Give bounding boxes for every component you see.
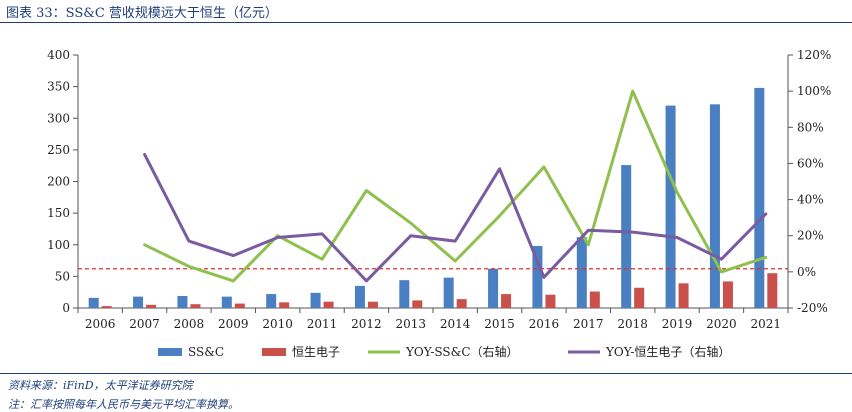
hundsun-revenue-bar	[190, 304, 201, 308]
left-tick-label: 350	[47, 80, 70, 94]
hundsun-revenue-bar	[279, 302, 290, 308]
x-tick-label: 2009	[218, 317, 249, 331]
ssc-revenue-bar	[177, 295, 188, 308]
right-tick-label: 80%	[797, 120, 824, 134]
hundsun-revenue-bar	[767, 273, 778, 308]
right-tick-label: 60%	[797, 156, 824, 170]
source-note: 资料来源：iFinD，太平洋证券研究院	[8, 379, 193, 392]
right-tick-label: 0%	[797, 265, 816, 279]
hundsun-revenue-bar	[722, 281, 733, 308]
ssc-revenue-bar	[133, 296, 144, 308]
x-tick-label: 2013	[396, 317, 427, 331]
x-tick-label: 2007	[129, 317, 160, 331]
right-tick-label: -20%	[797, 301, 828, 315]
left-tick-label: 0	[62, 301, 70, 315]
x-tick-label: 2012	[351, 317, 382, 331]
ssc-revenue-bar	[443, 277, 454, 308]
yoy-ssc-line	[143, 89, 768, 283]
left-tick-label: 200	[47, 175, 70, 189]
hundsun-revenue-bar	[589, 291, 600, 308]
legend-yoy-hundsun-label: YOY-恒生电子（右轴）	[605, 344, 730, 359]
ssc-revenue-bar	[266, 294, 277, 308]
hundsun-revenue-bar	[501, 294, 512, 308]
x-tick-label: 2014	[440, 317, 471, 331]
exchange-rate-note: 注：汇率按照每年人民币与美元平均汇率换算。	[8, 398, 239, 411]
left-tick-label: 100	[47, 238, 70, 252]
hundsun-revenue-bar	[634, 287, 645, 308]
left-tick-label: 300	[47, 111, 70, 125]
hundsun-revenue-bar	[412, 300, 423, 308]
hundsun-revenue-bar	[323, 301, 334, 308]
revenue-chart: 0 50 100 150 200 250 300 350 400 -20% 0% 20% 40% 60% 8…	[47, 48, 831, 359]
right-tick-label: 100%	[797, 84, 831, 98]
ssc-revenue-bar	[310, 292, 321, 308]
x-tick-label: 2016	[529, 317, 560, 331]
ssc-revenue-bar	[354, 285, 365, 308]
hundsun-revenue-bar	[146, 304, 157, 308]
ssc-revenue-bar	[576, 237, 587, 308]
x-tick-label: 2015	[484, 317, 515, 331]
hundsun-revenue-bar	[456, 299, 467, 308]
yoy-hundsun-line	[143, 152, 768, 283]
footer-divider	[0, 373, 852, 374]
ssc-revenue-bar	[221, 296, 232, 308]
right-tick-label: 40%	[797, 193, 824, 207]
left-tick-label: 50	[55, 269, 70, 283]
left-tick-label: 250	[47, 143, 70, 157]
ssc-revenue-bar	[399, 280, 410, 308]
x-tick-label: 2020	[706, 317, 737, 331]
legend-hundsun-label: 恒生电子	[292, 345, 340, 359]
ssc-revenue-bar	[709, 104, 720, 309]
right-tick-label: 120%	[797, 48, 831, 62]
ssc-revenue-bar	[665, 105, 676, 308]
x-tick-label: 2021	[751, 317, 782, 331]
hundsun-revenue-bar	[678, 283, 689, 308]
x-tick-label: 2011	[307, 317, 338, 331]
hundsun-revenue-bar	[234, 303, 245, 308]
ssc-revenue-bar	[754, 87, 765, 308]
x-tick-label: 2010	[262, 317, 293, 331]
x-tick-label: 2019	[662, 317, 693, 331]
chart-title: 图表 33：SS&C 营收规模远大于恒生（亿元）	[6, 6, 278, 21]
left-tick-label: 150	[47, 206, 70, 220]
x-tick-label: 2017	[573, 317, 604, 331]
x-tick-label: 2006	[85, 317, 116, 331]
left-tick-label: 400	[47, 48, 70, 62]
legend-yoy-ssc-label: YOY-SS&C（右轴）	[405, 344, 519, 359]
ssc-revenue-bar	[88, 297, 99, 308]
x-tick-label: 2008	[174, 317, 205, 331]
right-tick-label: 20%	[797, 229, 824, 243]
hundsun-revenue-bar	[367, 301, 378, 308]
hundsun-revenue-bar	[101, 306, 112, 308]
x-tick-label: 2018	[617, 317, 648, 331]
legend-hundsun-swatch	[262, 348, 286, 356]
ssc-revenue-bar	[532, 246, 543, 308]
legend-ssc-swatch	[158, 348, 182, 356]
title-divider	[0, 22, 852, 23]
ssc-revenue-bar	[488, 268, 499, 308]
legend-ssc-label: SS&C	[188, 345, 224, 359]
hundsun-revenue-bar	[545, 294, 556, 308]
ssc-revenue-bar	[621, 165, 632, 308]
